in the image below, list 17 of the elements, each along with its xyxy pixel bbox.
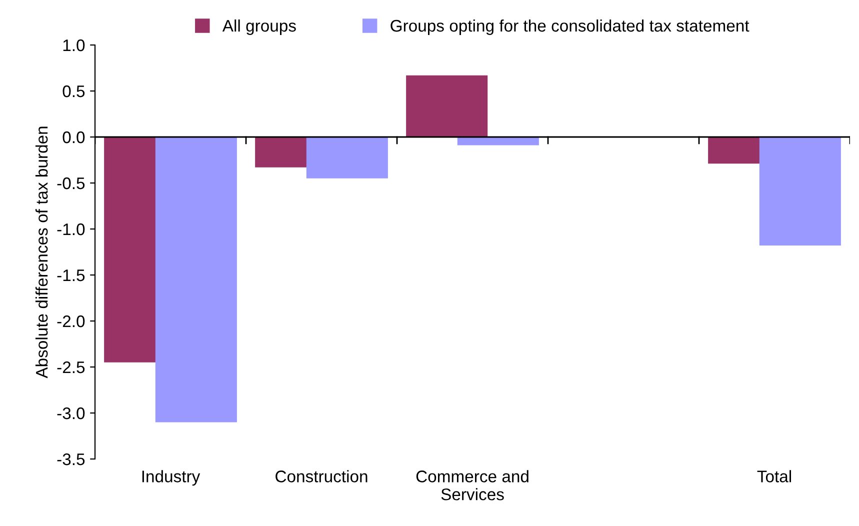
y-tick-label: -1.5 — [57, 270, 85, 282]
y-tick-label: 0.5 — [62, 85, 85, 98]
y-tick-label: -2.5 — [57, 361, 85, 374]
x-tick-label: Industry — [142, 470, 200, 486]
x-tick-label: Total — [757, 470, 791, 482]
y-tick-label: -3.0 — [57, 407, 85, 420]
y-tick-label: 0.0 — [62, 131, 85, 144]
y-tick-label: -1.0 — [57, 223, 85, 236]
legend-label: Groups opting for the consolidated tax statement — [390, 19, 750, 35]
y-axis-title: Absolute differences of tax burden — [35, 126, 48, 378]
x-tick-label: Commerce and Services — [416, 470, 528, 500]
y-tick-label: 1.0 — [63, 39, 85, 52]
y-tick-label: -2.0 — [57, 315, 85, 328]
x-tick-label: Construction — [276, 470, 368, 482]
y-tick-label: -0.5 — [57, 177, 85, 190]
y-tick-label: -3.5 — [57, 453, 85, 466]
legend-label: All groups — [222, 19, 296, 35]
